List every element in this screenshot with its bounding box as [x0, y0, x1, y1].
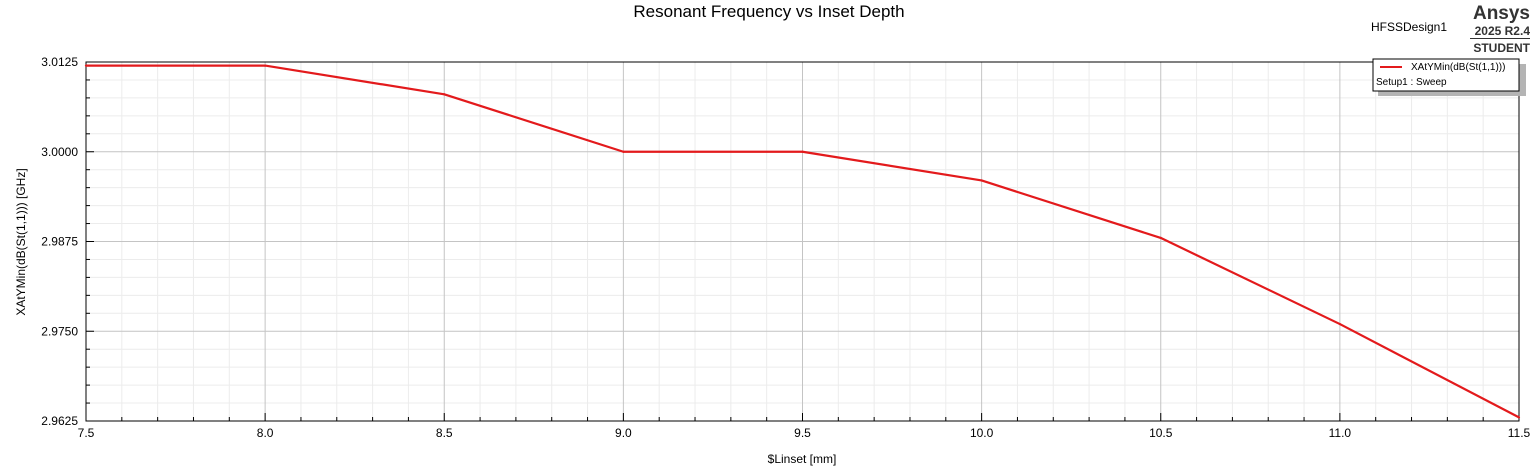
x-axis-label: $Linset [mm] [768, 452, 837, 466]
legend-entry-label: XAtYMin(dB(St(1,1))) [1411, 62, 1505, 73]
legend-box [1372, 58, 1520, 92]
series-layer [84, 64, 1521, 419]
plot-area [85, 61, 1520, 422]
brand-version: 2025 R2.4 [1475, 24, 1531, 38]
y-tick-label: 2.9625 [41, 414, 78, 428]
x-tick-label: 10.0 [970, 426, 994, 440]
y-tick-label: 2.9750 [41, 324, 78, 338]
y-tick-label: 3.0000 [41, 145, 78, 159]
x-tick-label: 11.0 [1329, 426, 1352, 440]
brand-edition: STUDENT [1473, 41, 1530, 55]
x-tick-labels: 7.5 8.0 8.5 9.0 9.5 10.0 10.5 11.0 11.5 [78, 426, 1531, 440]
chart-title: Resonant Frequency vs Inset Depth [633, 2, 904, 21]
data-point [264, 64, 267, 67]
design-name: HFSSDesign1 [1371, 20, 1447, 34]
x-tick-label: 8.0 [257, 426, 274, 440]
data-point [1517, 416, 1521, 419]
x-tick-label: 10.5 [1149, 426, 1173, 440]
data-point [443, 93, 446, 96]
x-tick-label: 7.5 [78, 426, 95, 440]
data-point [1338, 322, 1341, 326]
y-tick-label: 2.9875 [41, 235, 78, 249]
legend-entry-sublabel: Setup1 : Sweep [1376, 77, 1447, 88]
legend: XAtYMin(dB(St(1,1))) Setup1 : Sweep [1372, 58, 1526, 96]
y-axis-label: XAtYMin(dB(St(1,1))) [GHz] [14, 168, 28, 315]
data-point [1159, 236, 1162, 240]
x-tick-label: 8.5 [436, 426, 453, 440]
y-tick-labels: 3.0125 3.0000 2.9875 2.9750 2.9625 [41, 55, 78, 428]
data-point [622, 150, 625, 153]
x-tick-label: 11.5 [1508, 426, 1531, 440]
grid [86, 62, 1519, 421]
data-point [801, 150, 804, 153]
brand-name: Ansys [1473, 3, 1530, 24]
x-tick-label: 9.0 [615, 426, 632, 440]
data-point [980, 179, 983, 182]
x-tick-label: 9.5 [794, 426, 811, 440]
data-point [84, 64, 88, 67]
ticks [85, 61, 1520, 422]
y-tick-label: 3.0125 [41, 55, 78, 69]
ansys-logo: Ansys 2025 R2.4 STUDENT [1470, 3, 1531, 55]
